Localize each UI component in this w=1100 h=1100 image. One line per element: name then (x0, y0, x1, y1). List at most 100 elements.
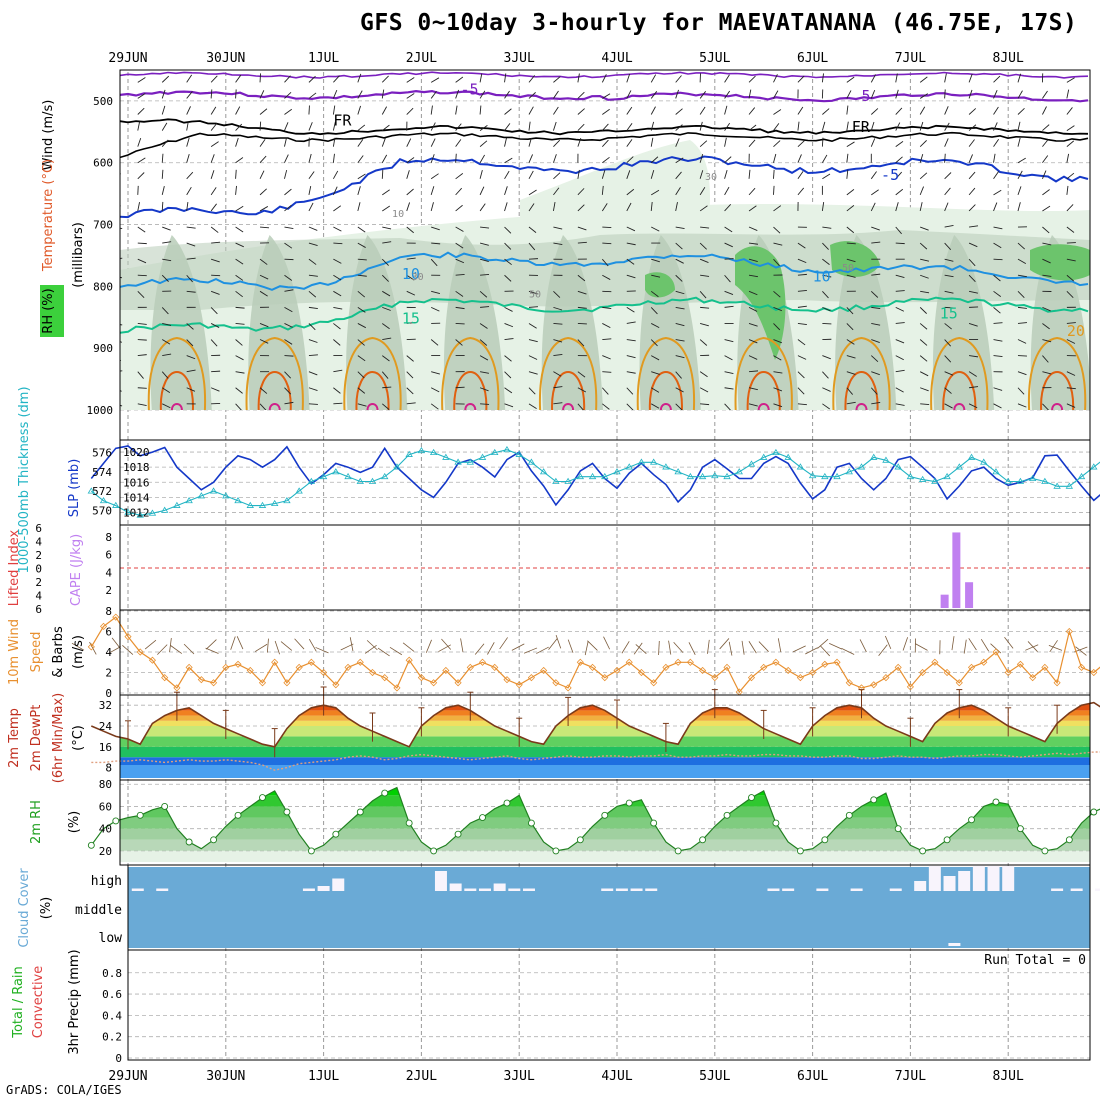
wind-barb (381, 258, 389, 266)
wind-barb (455, 204, 463, 212)
ylabel-cloud-units: (%) (39, 897, 54, 920)
wind10-barb (777, 638, 782, 653)
wind-barb (968, 124, 977, 131)
rh-green-patch (830, 241, 880, 277)
wind-barb (895, 171, 903, 180)
wind-barb (699, 153, 704, 163)
temp-contour-25 (355, 370, 390, 410)
wind-barb (210, 339, 218, 347)
wind-barb (308, 92, 317, 99)
temp-tick: 32 (99, 699, 112, 712)
wind-barb (944, 138, 949, 147)
wind-barb (308, 354, 318, 357)
temp-contour-20 (832, 336, 891, 410)
thickness-marker (943, 472, 951, 480)
rh-marker (1041, 847, 1049, 855)
thickness-marker (1077, 472, 1086, 480)
wind10-tick: 8 (105, 605, 112, 618)
wind-barb (235, 371, 245, 374)
wind-barb (602, 226, 612, 229)
wind-barb (797, 106, 804, 115)
thickness-marker (148, 509, 157, 516)
wind-barb (895, 140, 904, 148)
wind-barb (479, 323, 488, 329)
wind-barb (504, 226, 512, 234)
wind-barb (357, 242, 366, 248)
wind-barb (1017, 137, 1021, 147)
wind-barb (895, 274, 905, 279)
wind-barb (284, 371, 292, 379)
wind-barb (993, 106, 999, 115)
date-label-bottom: 6JUL (797, 1069, 828, 1084)
wind-barb (430, 258, 438, 267)
wind-barb (235, 106, 241, 115)
wind-barb (675, 187, 681, 196)
wind-barb (699, 106, 706, 115)
wind-barb (675, 89, 679, 99)
wind-barb (504, 371, 512, 379)
wind-barb (846, 76, 855, 83)
thickness-marker (808, 471, 817, 479)
dewpt-line (91, 751, 1100, 771)
wind-barb (553, 106, 559, 115)
thickness-marker (503, 445, 511, 453)
thickness-marker (662, 463, 670, 470)
wind-barb (406, 138, 412, 147)
wind10-barb (144, 639, 157, 650)
wind-barb (870, 202, 876, 212)
wind-barb (357, 202, 361, 212)
wind-barb (284, 289, 294, 292)
wind10-barb (668, 640, 672, 655)
wind-barb (455, 290, 464, 297)
wind-barb (895, 89, 899, 99)
wind-barb (504, 202, 508, 212)
wind-barb (822, 371, 829, 379)
wind-barb (699, 170, 704, 179)
wind-barb (284, 355, 294, 357)
wind-barb (479, 387, 489, 392)
wind-barb (381, 169, 384, 179)
temp-contour-10 (120, 251, 1089, 291)
thickness-marker (319, 472, 328, 480)
thickness-marker (674, 468, 682, 475)
wind-barb (357, 73, 362, 83)
wind-barb (895, 122, 901, 131)
rh-marker (185, 838, 193, 846)
temp-band (120, 726, 1090, 737)
wind-barb (137, 387, 147, 389)
li-tick: 4 (35, 536, 42, 549)
wind-barb (700, 226, 710, 229)
wind-barb (577, 241, 587, 244)
wind10-barb (1004, 637, 1014, 649)
temp-contour-25 (844, 370, 879, 410)
wind-barb (259, 121, 262, 131)
rh-marker (283, 808, 291, 816)
thickness-marker (417, 446, 426, 454)
wind-barb (871, 189, 879, 196)
wind-barb (357, 226, 366, 233)
wind-barb (430, 173, 439, 180)
wind-barb (431, 371, 440, 375)
thickness-marker (955, 463, 964, 470)
wind-barb (553, 323, 563, 325)
wind-barb (308, 274, 318, 277)
ylabel-cape: CAPE (J/kg) (69, 534, 84, 606)
wind-barb (137, 323, 147, 325)
wind-barb (528, 306, 538, 308)
wind-barb (626, 274, 636, 279)
li-tick: 2 (35, 576, 42, 589)
wind-barb (577, 188, 585, 196)
grads-credit: GrADS: COLA/IGES (6, 1083, 122, 1097)
date-label-bottom: 3JUL (504, 1069, 535, 1084)
wind-barb (969, 225, 979, 228)
wind-barb (724, 186, 730, 196)
wind-barb (308, 105, 310, 115)
thickness-marker (918, 475, 927, 482)
wind-barb (699, 387, 709, 393)
wind10-marker (1041, 663, 1049, 671)
wind-barb (235, 323, 245, 325)
wind-barb (235, 89, 237, 99)
wind-barb (968, 242, 978, 248)
wind10-marker (870, 681, 878, 689)
wind-barb (675, 258, 684, 264)
